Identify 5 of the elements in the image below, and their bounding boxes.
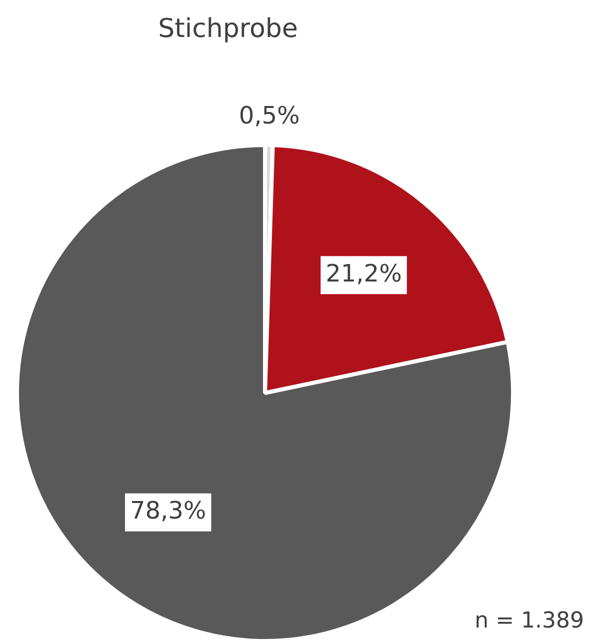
data-label: 78,3% — [130, 496, 206, 525]
chart-title: Stichprobe — [158, 14, 298, 44]
text: n = 1.389 — [474, 608, 584, 634]
data-label: 0,5% — [238, 101, 300, 130]
data-label: 21,2% — [326, 259, 402, 288]
